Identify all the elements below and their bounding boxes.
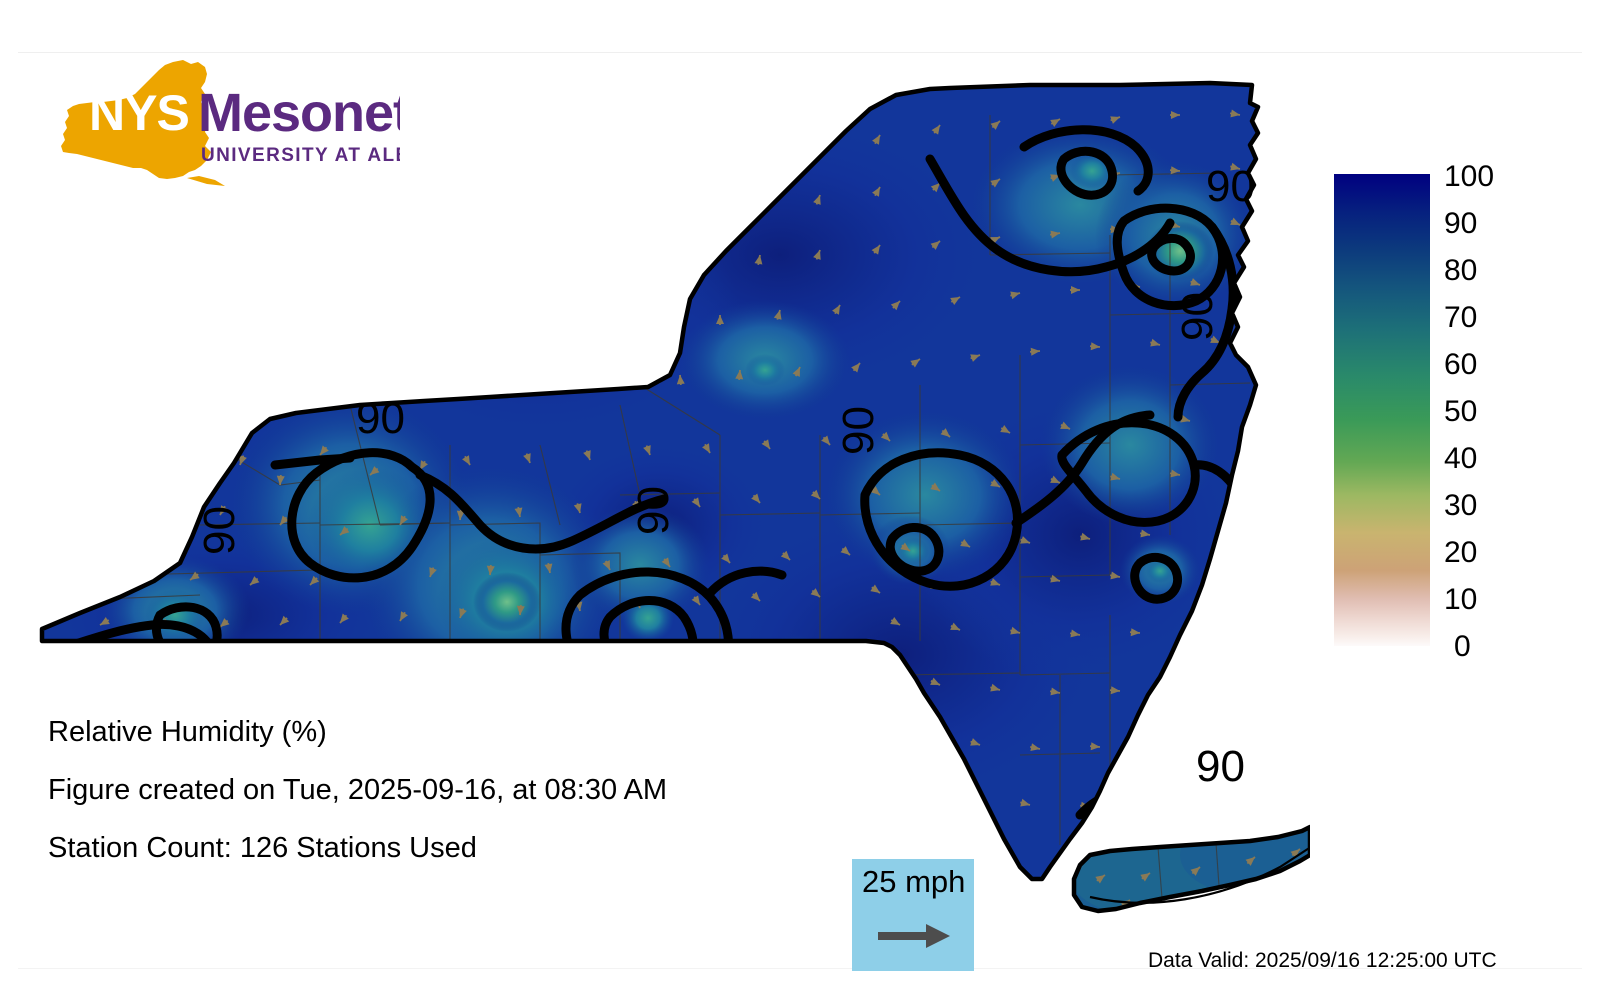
colorbar-tick: 10 (1444, 583, 1478, 616)
contour-label-90: 90 (629, 486, 678, 535)
wind-legend-label: 25 mph (862, 864, 966, 899)
wind-speed-legend: 25 mph (852, 859, 974, 971)
contour-label-90: 90 (834, 406, 883, 455)
colorbar-tick: 100 (1444, 160, 1495, 193)
station-count-text: Station Count: 126 Stations Used (48, 832, 477, 864)
colorbar-tick: 20 (1444, 536, 1478, 569)
ny-state-silhouette (61, 60, 211, 179)
colorbar-tick: 30 (1444, 489, 1478, 522)
svg-text:UNIVERSITY AT ALBANY: UNIVERSITY AT ALBANY (201, 145, 400, 166)
figure-title: Relative Humidity (%) (48, 716, 327, 748)
state-outline (39, 80, 1310, 914)
colorbar-tick: 40 (1444, 442, 1478, 475)
contour-label-90: 90 (195, 506, 244, 555)
humidity-colorbar (1334, 174, 1430, 646)
contour-label-group: 90 90 90 90 90 90 90 (195, 162, 1255, 791)
logo-tagline-text: UNIVERSITY AT ALBANY (201, 145, 400, 166)
figure-top-rule (18, 52, 1582, 53)
colorbar-tick: 70 (1444, 301, 1478, 334)
contour-label-90: 90 (1173, 292, 1222, 341)
figure-annotations: Relative Humidity (%) Figure created on … (48, 718, 848, 892)
colorbar-tick: 50 (1444, 395, 1478, 428)
colorbar-tick: 80 (1444, 254, 1478, 287)
logo-nys-text: NYS (89, 85, 190, 141)
logo-mesonet-text: Mesonet (198, 83, 400, 143)
colorbar-tick: 60 (1444, 348, 1478, 381)
colorbar-tick: 0 (1454, 630, 1471, 663)
colorbar-tick: 90 (1444, 207, 1478, 240)
figure-bottom-rule (18, 968, 1582, 969)
contour-label-90: 90 (1196, 742, 1245, 791)
svg-text:Mesonet: Mesonet (198, 83, 400, 143)
relative-humidity-map: 90 90 90 90 90 90 90 (20, 55, 1310, 945)
data-valid-text: Data Valid: 2025/09/16 12:25:00 UTC (1148, 949, 1497, 972)
figure-created-text: Figure created on Tue, 2025-09-16, at 08… (48, 774, 668, 806)
arrow-right-icon (878, 924, 950, 948)
colorbar-tick-labels: 100 90 80 70 60 50 40 30 20 10 0 (1444, 162, 1584, 662)
contour-label-90: 90 (356, 394, 405, 443)
svg-text:NYS: NYS (89, 85, 189, 141)
nys-mesonet-logo: NYS Mesonet UNIVERSITY AT ALBANY (55, 58, 400, 188)
contour-label-90: 90 (1206, 162, 1255, 211)
